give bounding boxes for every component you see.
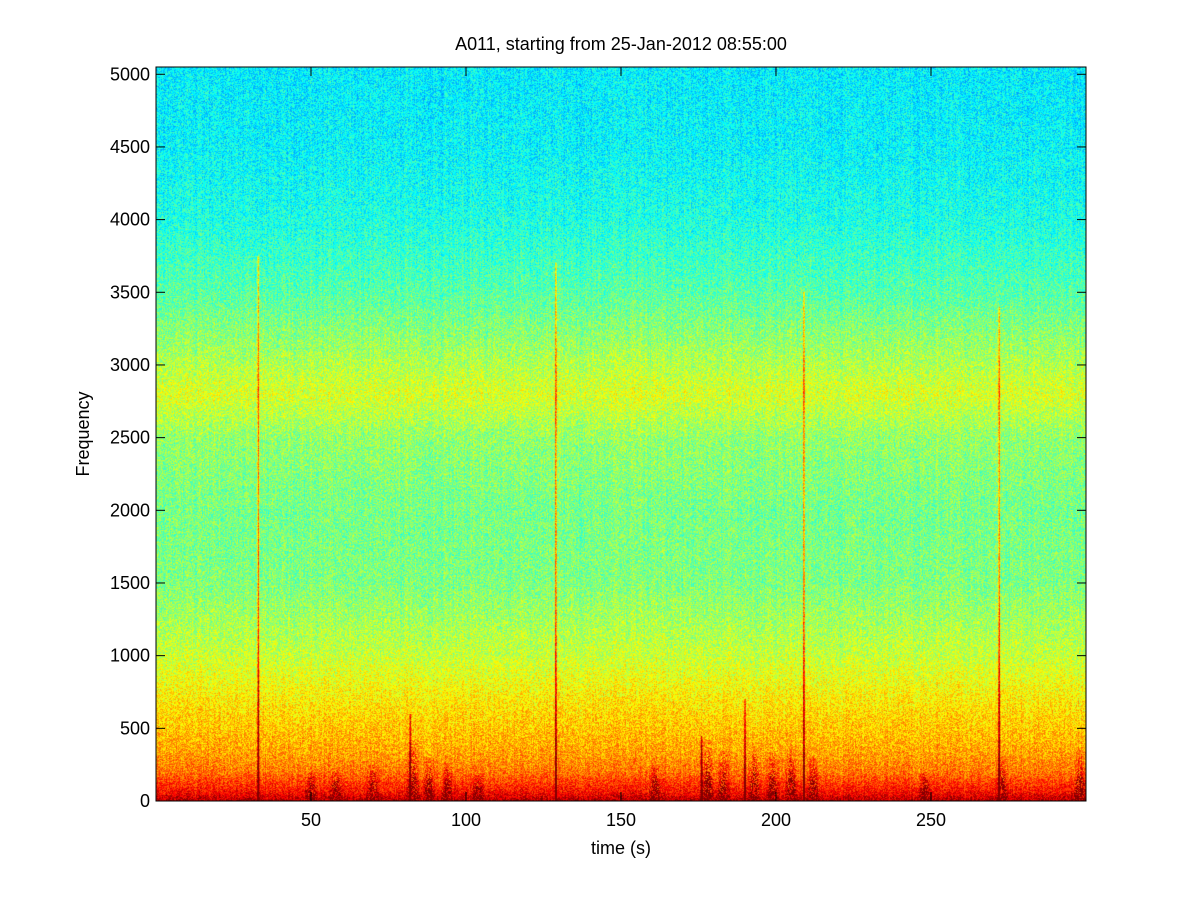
y-tick-label: 3000 (110, 355, 150, 375)
y-axis-ticks: 0 500 1000 1500 2000 2500 3000 3500 4000 4500 5000 (110, 64, 1086, 811)
spectrogram-image-host (156, 67, 1086, 801)
x-tick-label: 50 (301, 810, 321, 830)
y-tick-label: 1500 (110, 573, 150, 593)
chart-title: A011, starting from 25-Jan-2012 08:55:00 (455, 34, 787, 54)
y-tick-label: 5000 (110, 64, 150, 84)
y-tick-label: 3500 (110, 282, 150, 302)
y-tick-label: 500 (120, 718, 150, 738)
y-tick-label: 4000 (110, 210, 150, 230)
x-tick-label: 250 (916, 810, 946, 830)
x-tick-label: 100 (451, 810, 481, 830)
y-tick-label: 0 (140, 791, 150, 811)
x-axis-ticks: 50 100 150 200 250 (301, 67, 946, 830)
y-tick-label: 1000 (110, 646, 150, 666)
y-tick-label: 4500 (110, 137, 150, 157)
x-tick-label: 150 (606, 810, 636, 830)
y-tick-label: 2000 (110, 500, 150, 520)
y-axis-label: Frequency (73, 391, 93, 476)
y-tick-label: 2500 (110, 428, 150, 448)
spectrogram-image (156, 67, 1086, 801)
x-axis-label: time (s) (591, 838, 651, 858)
x-tick-label: 200 (761, 810, 791, 830)
